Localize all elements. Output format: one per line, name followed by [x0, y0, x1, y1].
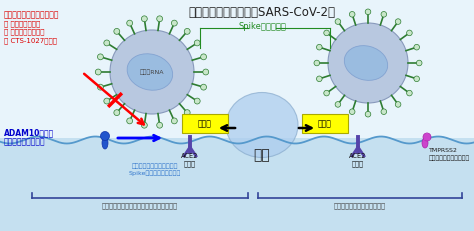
Circle shape	[114, 110, 120, 116]
Circle shape	[317, 76, 322, 82]
Text: タンパク質分解酵素による: タンパク質分解酵素による	[132, 163, 178, 169]
Text: TMPRSS2: TMPRSS2	[429, 148, 458, 153]
Text: 膜融合: 膜融合	[198, 119, 212, 128]
Circle shape	[381, 109, 387, 115]
Circle shape	[365, 111, 371, 117]
Text: 腎臓・子宮内膜・卵巣などに由来する細胞: 腎臓・子宮内膜・卵巣などに由来する細胞	[102, 202, 178, 209]
Text: ゲノムRNA: ゲノムRNA	[140, 69, 164, 75]
Text: 肺や大腸などに由来する細胞: 肺や大腸などに由来する細胞	[334, 202, 386, 209]
Text: ・ マリマスタット: ・ マリマスタット	[4, 20, 40, 27]
Circle shape	[335, 19, 341, 24]
Text: メタロプロテアーゼ阻害薬: メタロプロテアーゼ阻害薬	[4, 10, 60, 19]
Text: Spikeタンパク質: Spikeタンパク質	[238, 22, 286, 31]
Circle shape	[127, 118, 133, 124]
Circle shape	[407, 30, 412, 36]
Circle shape	[407, 90, 412, 96]
Circle shape	[314, 60, 319, 66]
Circle shape	[157, 16, 163, 22]
Circle shape	[194, 98, 200, 104]
Circle shape	[127, 20, 133, 26]
Circle shape	[324, 30, 329, 36]
Circle shape	[414, 76, 419, 82]
Circle shape	[98, 54, 103, 60]
Text: ・ CTS-1027　など: ・ CTS-1027 など	[4, 37, 57, 44]
Ellipse shape	[422, 138, 428, 148]
Circle shape	[110, 30, 194, 114]
Circle shape	[184, 28, 190, 34]
Circle shape	[381, 12, 387, 17]
Text: ACE2
受容体: ACE2 受容体	[349, 153, 367, 167]
Circle shape	[172, 118, 177, 124]
Circle shape	[141, 16, 147, 22]
Circle shape	[365, 9, 371, 15]
Circle shape	[95, 69, 101, 75]
Text: Spikeタンパク質の活性化: Spikeタンパク質の活性化	[129, 170, 181, 176]
Circle shape	[184, 110, 190, 116]
Circle shape	[395, 102, 401, 107]
Circle shape	[201, 54, 207, 60]
Ellipse shape	[102, 137, 108, 149]
Circle shape	[423, 133, 431, 141]
Circle shape	[328, 23, 408, 103]
Text: ・ ブリノマスタット: ・ ブリノマスタット	[4, 28, 45, 35]
Circle shape	[335, 102, 341, 107]
Circle shape	[203, 69, 209, 75]
Circle shape	[104, 98, 109, 104]
Text: 感染: 感染	[254, 148, 270, 162]
Ellipse shape	[226, 92, 298, 158]
Ellipse shape	[344, 46, 388, 80]
Text: ACE2
受容体: ACE2 受容体	[182, 153, 199, 167]
Circle shape	[201, 84, 207, 90]
Text: 新型コロナウイルス（SARS-CoV-2）: 新型コロナウイルス（SARS-CoV-2）	[189, 6, 336, 19]
Circle shape	[114, 28, 120, 34]
Circle shape	[317, 44, 322, 50]
Circle shape	[194, 40, 200, 46]
Circle shape	[324, 90, 329, 96]
Circle shape	[349, 12, 355, 17]
Text: （セリンプロテアーゼ）: （セリンプロテアーゼ）	[429, 155, 470, 161]
Circle shape	[157, 122, 163, 128]
Circle shape	[100, 131, 109, 140]
Circle shape	[349, 109, 355, 115]
FancyBboxPatch shape	[182, 114, 228, 133]
Circle shape	[414, 44, 419, 50]
Text: メタロプロテアーゼ: メタロプロテアーゼ	[4, 137, 46, 146]
Circle shape	[416, 60, 422, 66]
Text: ADAM10を含む: ADAM10を含む	[4, 128, 54, 137]
Circle shape	[172, 20, 177, 26]
Circle shape	[104, 40, 109, 46]
Circle shape	[141, 122, 147, 128]
Circle shape	[98, 84, 103, 90]
Circle shape	[395, 19, 401, 24]
Bar	[0, 138, 474, 231]
FancyBboxPatch shape	[302, 114, 348, 133]
Ellipse shape	[127, 54, 173, 90]
Text: 膜融合: 膜融合	[318, 119, 332, 128]
